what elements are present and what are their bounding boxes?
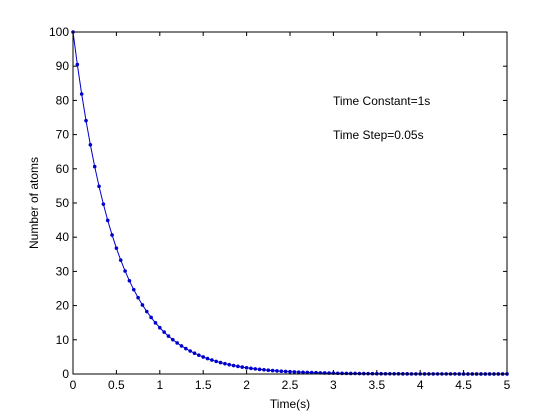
data-point: [171, 337, 175, 342]
data-point: [184, 346, 188, 351]
x-tick-label: 3.5: [368, 378, 385, 392]
y-tick-label: 0: [62, 367, 69, 381]
data-point: [283, 369, 288, 374]
y-tick-label: 80: [56, 93, 70, 107]
data-point: [296, 370, 301, 374]
y-tick-label: 70: [56, 128, 70, 142]
data-point: [275, 369, 279, 373]
x-tick-label: 5: [504, 378, 511, 392]
data-point: [188, 349, 192, 353]
x-tick-label: 0: [70, 378, 77, 392]
data-point: [110, 233, 114, 237]
y-tick-label: 40: [56, 230, 70, 244]
y-tick-label: 100: [49, 25, 69, 39]
data-point: [166, 334, 171, 338]
data-point: [231, 363, 236, 368]
data-point: [88, 142, 93, 147]
annotation-time-constant: Time Constant=1s: [333, 94, 430, 108]
y-tick-label: 30: [56, 264, 70, 278]
data-point: [131, 287, 136, 292]
data-point: [158, 325, 162, 330]
x-tick-label: 4: [417, 378, 424, 392]
x-tick-label: 3: [330, 378, 337, 392]
data-point: [240, 365, 245, 369]
data-point: [101, 202, 106, 206]
x-tick-label: 1: [156, 378, 163, 392]
data-point: [266, 368, 271, 373]
data-point: [84, 118, 88, 123]
x-tick-label: 4.5: [455, 378, 472, 392]
data-point: [288, 369, 292, 374]
y-tick-label: 90: [56, 59, 70, 73]
y-tick-label: 60: [56, 162, 70, 176]
data-point: [205, 356, 210, 361]
data-point: [149, 315, 153, 320]
data-point: [236, 364, 240, 369]
data-point: [192, 351, 197, 356]
plot-frame: [72, 31, 508, 375]
data-point: [79, 92, 84, 96]
data-point: [75, 62, 80, 67]
x-tick-label: 1.5: [195, 378, 212, 392]
data-point: [292, 370, 297, 374]
data-point: [344, 371, 349, 376]
data-point: [257, 367, 262, 372]
x-tick-label: 2: [243, 378, 250, 392]
y-tick-label: 20: [56, 299, 70, 313]
data-point: [97, 184, 101, 189]
data-point: [114, 246, 119, 250]
data-point: [244, 365, 249, 370]
y-tick-label: 50: [56, 196, 70, 210]
data-point: [309, 370, 314, 375]
data-point: [253, 367, 258, 371]
data-point: [92, 164, 97, 169]
y-axis-label: Number of atoms: [27, 157, 41, 249]
data-point: [118, 258, 123, 262]
x-tick-label: 0.5: [108, 378, 125, 392]
data-point: [127, 279, 132, 283]
data-point: [262, 367, 266, 372]
data-point: [223, 361, 227, 366]
data-point: [136, 295, 140, 300]
data-point: [353, 371, 357, 376]
data-point: [340, 371, 344, 376]
data-point: [249, 366, 253, 371]
data-point: [105, 218, 110, 223]
data-point: [201, 355, 205, 359]
data-point: [162, 330, 166, 334]
data-point: [335, 371, 340, 376]
data-point: [179, 344, 184, 348]
data-point: [140, 303, 145, 307]
data-point: [210, 358, 214, 362]
data-point: [214, 359, 219, 364]
data-point: [279, 369, 284, 373]
data-point: [305, 370, 310, 375]
data-point: [123, 269, 127, 273]
plot-background: [73, 32, 507, 374]
data-point: [218, 360, 223, 365]
y-tick-label: 10: [56, 333, 70, 347]
axis-tick-labels: 0 0.5 1 1.5 2 2.5 3 3.5 4 4.5 50102030405060708090…: [49, 25, 511, 392]
data-point: [348, 371, 353, 376]
data-point: [270, 368, 275, 373]
x-axis-label: Time(s): [270, 397, 310, 411]
data-point: [197, 353, 201, 357]
data-point: [301, 370, 305, 375]
data-point: [175, 341, 179, 345]
data-point: [144, 309, 149, 314]
data-point: [227, 362, 232, 367]
annotation-time-step: Time Step=0.05s: [333, 128, 424, 142]
data-point: [153, 321, 158, 325]
x-tick-label: 2.5: [282, 378, 299, 392]
